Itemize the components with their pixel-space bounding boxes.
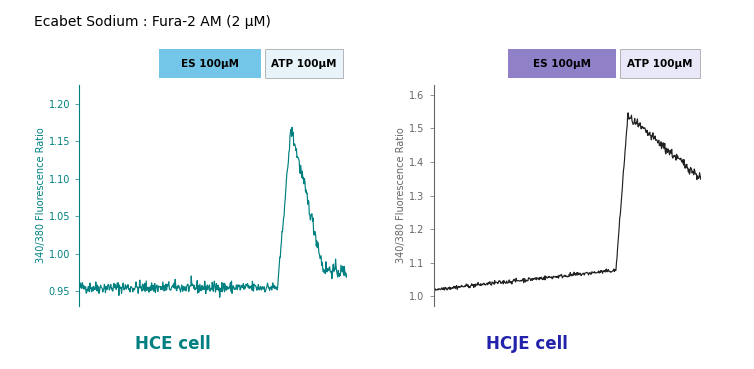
FancyBboxPatch shape (265, 49, 343, 78)
Text: Ecabet Sodium : Fura-2 AM (2 μM): Ecabet Sodium : Fura-2 AM (2 μM) (34, 15, 271, 29)
FancyBboxPatch shape (160, 49, 261, 78)
Text: ATP 100μM: ATP 100μM (271, 59, 337, 69)
Y-axis label: 340/380 Fluorescence Ratio: 340/380 Fluorescence Ratio (36, 128, 46, 263)
Text: ES 100μM: ES 100μM (533, 59, 591, 69)
FancyBboxPatch shape (508, 49, 615, 78)
Text: HCE cell: HCE cell (135, 335, 210, 353)
Text: HCJE cell: HCJE cell (486, 335, 569, 353)
Text: ATP 100μM: ATP 100μM (627, 59, 692, 69)
FancyBboxPatch shape (620, 49, 700, 78)
Y-axis label: 340/380 Fluorescence Ratio: 340/380 Fluorescence Ratio (397, 128, 406, 263)
Text: ES 100μM: ES 100μM (181, 59, 239, 69)
